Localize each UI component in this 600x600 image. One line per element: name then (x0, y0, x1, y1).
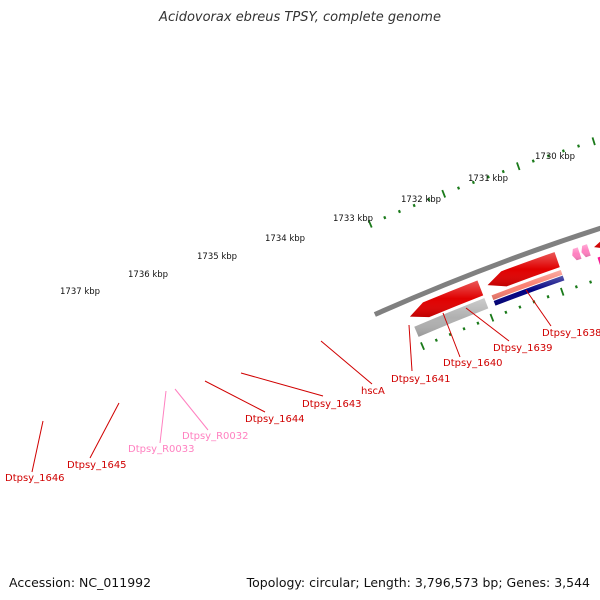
outer-tick (577, 144, 581, 148)
rna-arrow-dtpsy-r0032-shade (581, 244, 591, 258)
leader-line (204, 380, 266, 413)
leader-line (31, 420, 44, 473)
scale-label: 1730 kbp (535, 152, 575, 162)
outer-tick (531, 159, 535, 163)
scale-label: 1735 kbp (197, 252, 237, 262)
outer-tick (471, 180, 475, 185)
outer-tick (412, 203, 416, 208)
scale-label: 1737 kbp (60, 287, 100, 297)
gene-label: Dtpsy_1640 (443, 358, 503, 369)
inner-tick (489, 313, 495, 322)
leader-line (174, 388, 209, 431)
scale-label: 1732 kbp (401, 195, 441, 205)
inner-tick (546, 295, 550, 299)
inner-tick (462, 327, 466, 331)
inner-tick (560, 287, 565, 296)
category-block-salmon-shade (491, 270, 563, 301)
gene-label: hscA (361, 386, 385, 397)
gene-label: Dtpsy_1643 (302, 399, 362, 410)
inner-tick (504, 310, 508, 315)
leader-line (465, 307, 510, 342)
inner-tick (574, 285, 578, 289)
outer-tick (441, 189, 446, 198)
inner-tick (448, 332, 452, 337)
scale-label: 1733 kbp (333, 214, 373, 224)
leader-line (240, 372, 324, 397)
genome-backbone (373, 225, 600, 317)
genome-summary-text: Topology: circular; Length: 3,796,573 bp… (246, 575, 590, 590)
inner-tick (420, 342, 425, 351)
outer-scale-ticks (367, 137, 596, 228)
outer-tick (501, 169, 505, 174)
outer-tick (591, 137, 596, 146)
outer-tick (546, 154, 550, 158)
category-block-silver-shade (414, 298, 489, 337)
scale-label: 1734 kbp (265, 234, 305, 244)
gene-label: Dtpsy_1645 (67, 460, 127, 471)
inner-tick (434, 338, 438, 342)
leader-line (159, 390, 167, 444)
leader-line (442, 312, 461, 358)
gene-label: Dtpsy_1639 (493, 343, 553, 354)
scale-label: 1731 kbp (468, 174, 508, 184)
map-title: Acidovorax ebreus TPSY, complete genome (159, 10, 441, 25)
leader-line (525, 289, 552, 327)
category-block-navy-shade (493, 275, 565, 306)
inner-tick (518, 305, 522, 309)
gene-label: Dtpsy_1638 (542, 328, 600, 339)
leader-line (320, 340, 373, 385)
outer-tick (516, 162, 521, 171)
gene-label: Dtpsy_1641 (391, 374, 451, 385)
rna-arrow-dtpsy-r0033-shade (572, 247, 582, 261)
leader-line (408, 324, 413, 372)
gene-labels: Dtpsy_1638 Dtpsy_1639 Dtpsy_1640 Dtpsy_1641… (5, 328, 600, 484)
outer-tick (427, 197, 431, 202)
outer-tick (367, 219, 373, 228)
outer-tick (486, 175, 490, 179)
gene-arrow-dtpsy-1645-shade (487, 252, 560, 287)
outer-tick (383, 215, 387, 220)
outer-tick (397, 209, 401, 214)
feature-track (409, 241, 600, 337)
inner-tick (476, 321, 480, 325)
outer-tick (457, 186, 461, 190)
scale-labels: 1737 kbp 1736 kbp 1735 kbp 1734 kbp 1733 kbp… (60, 152, 575, 297)
label-leader-lines (31, 289, 552, 473)
outer-tick (561, 149, 565, 153)
category-block-magenta-shade (597, 256, 600, 266)
accession-text: Accession: NC_011992 (9, 575, 152, 590)
gene-label: Dtpsy_R0032 (182, 431, 249, 442)
inner-tick (589, 280, 593, 284)
gene-label: Dtpsy_R0033 (128, 444, 195, 455)
leader-line (89, 402, 120, 459)
gene-arrow-dtpsy-1646-shade (409, 280, 484, 318)
gene-label: Dtpsy_1644 (245, 414, 305, 425)
scale-label: 1736 kbp (128, 270, 168, 280)
gene-arrow-dtpsy-1644-shade (594, 241, 600, 248)
gene-label: Dtpsy_1646 (5, 473, 65, 484)
